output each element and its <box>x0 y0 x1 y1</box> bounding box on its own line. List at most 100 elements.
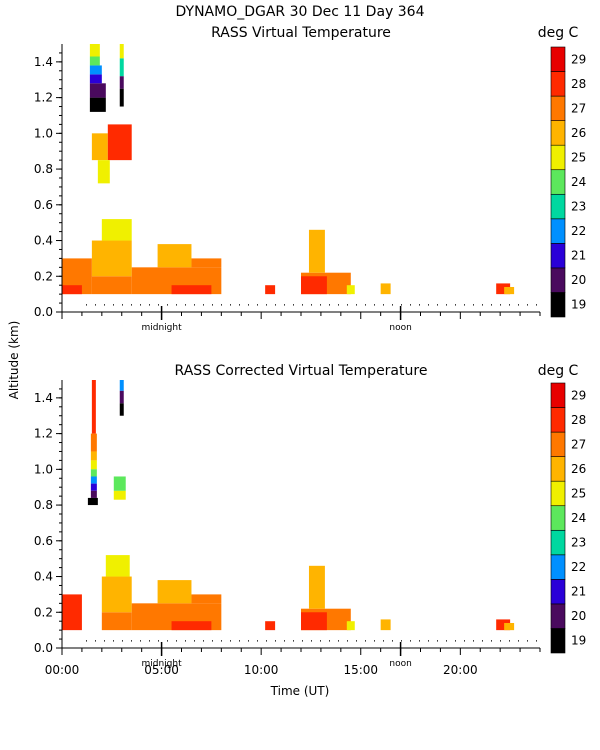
x-tick-label: 05:00 <box>144 663 179 677</box>
y-tick-label: 1.0 <box>34 462 53 476</box>
data-cell <box>346 285 355 295</box>
data-cell <box>89 97 106 112</box>
data-cell <box>119 58 124 77</box>
data-cell <box>87 497 98 506</box>
colorbar-swatch <box>550 120 566 146</box>
colorbar-swatch <box>550 243 566 269</box>
colorbar-swatch <box>550 529 566 556</box>
y-tick-label: 0.8 <box>34 498 53 512</box>
data-cell <box>119 44 124 59</box>
y-tick-label: 0.6 <box>34 198 53 212</box>
data-cell <box>62 285 82 295</box>
data-cell <box>171 285 212 295</box>
data-cell <box>90 469 97 477</box>
colorbar-swatch <box>550 603 566 629</box>
colorbar-label: 19 <box>571 298 586 312</box>
colorbar-unit: deg C <box>538 363 579 379</box>
x-tick-label: 20:00 <box>443 663 478 677</box>
colorbar-label: 28 <box>571 77 586 91</box>
colorbar-swatch <box>550 218 566 244</box>
data-cell <box>91 276 132 295</box>
data-cell <box>119 390 124 404</box>
chart-title: DYNAMO_DGAR 30 Dec 11 Day 364 <box>176 4 425 20</box>
colorbar-label: 24 <box>571 511 586 525</box>
data-cell <box>301 612 327 631</box>
colorbar-label: 21 <box>571 249 586 263</box>
data-cell <box>89 74 102 84</box>
panel-title: RASS Corrected Virtual Temperature <box>175 363 428 379</box>
colorbar-swatch <box>550 407 566 433</box>
data-cell <box>265 621 276 631</box>
data-cell <box>504 286 515 295</box>
colorbar-swatch <box>550 95 566 121</box>
y-tick-label: 0.0 <box>34 305 53 319</box>
marker-label: noon <box>389 323 411 333</box>
data-cell <box>119 403 124 416</box>
colorbar-label: 24 <box>571 175 586 189</box>
y-tick-label: 1.4 <box>34 55 53 69</box>
data-cell <box>105 555 130 577</box>
colorbar-label: 25 <box>571 150 586 164</box>
colorbar-label: 27 <box>571 101 586 115</box>
marker-label: noon <box>389 659 411 669</box>
data-cell <box>91 240 132 277</box>
y-tick-label: 0.8 <box>34 162 53 176</box>
colorbar-swatch <box>550 480 566 507</box>
colorbar-label: 26 <box>571 126 586 140</box>
y-tick-label: 0.0 <box>34 641 53 655</box>
y-axis-label: Altitude (km) <box>7 321 21 400</box>
colorbar-swatch <box>550 554 566 580</box>
y-tick-label: 0.4 <box>34 570 53 584</box>
colorbar-swatch <box>550 382 566 408</box>
data-cell <box>101 219 132 241</box>
panel-title: RASS Virtual Temperature <box>211 25 391 41</box>
colorbar-label: 29 <box>571 388 586 402</box>
colorbar-label: 26 <box>571 462 586 476</box>
data-cell <box>101 612 132 631</box>
colorbar-label: 28 <box>571 413 586 427</box>
colorbar-swatch <box>550 456 566 482</box>
colorbar-swatch <box>550 144 566 171</box>
panel-2: RASS Corrected Virtual Temperature 0.0 0.2… <box>34 363 586 677</box>
data-cell <box>346 621 355 631</box>
data-cell <box>90 460 97 470</box>
colorbar-swatch <box>550 628 566 654</box>
colorbar-label: 22 <box>571 224 586 238</box>
data-cell <box>62 594 82 631</box>
colorbar-label: 20 <box>571 273 586 287</box>
y-tick-label: 0.2 <box>34 605 53 619</box>
data-cell <box>90 476 97 484</box>
data-cell <box>90 490 97 498</box>
colorbar-swatch <box>550 431 566 457</box>
colorbar-label: 29 <box>571 52 586 66</box>
colorbar-swatch <box>550 267 566 293</box>
colorbar-swatch <box>550 579 566 605</box>
data-cell <box>89 56 100 66</box>
colorbar-label: 23 <box>571 200 586 214</box>
marker-label: midnight <box>142 659 183 669</box>
x-axis-label: Time (UT) <box>270 684 330 698</box>
colorbar-label: 20 <box>571 609 586 623</box>
data-cell <box>265 285 276 295</box>
colorbar-unit: deg C <box>538 25 579 41</box>
data-cell <box>496 283 511 295</box>
colorbar-label: 27 <box>571 437 586 451</box>
colorbar-label: 19 <box>571 634 586 648</box>
colorbar-label: 22 <box>571 560 586 574</box>
data-cell <box>101 576 132 613</box>
data-cell <box>113 490 126 500</box>
data-cell <box>191 258 222 268</box>
data-cell <box>380 283 391 295</box>
y-tick-label: 0.6 <box>34 534 53 548</box>
colorbar-swatch <box>550 193 566 220</box>
panel-1: RASS Virtual Temperature 0.0 0.2 0.4 0.6 0.8 1… <box>34 25 586 333</box>
colorbar-swatch <box>550 71 566 97</box>
data-cell <box>91 133 108 161</box>
data-cell <box>89 44 100 57</box>
data-cell <box>91 380 96 434</box>
data-cell <box>89 83 106 98</box>
data-cell <box>157 244 192 268</box>
data-cell <box>308 565 325 609</box>
data-cell <box>496 619 511 631</box>
